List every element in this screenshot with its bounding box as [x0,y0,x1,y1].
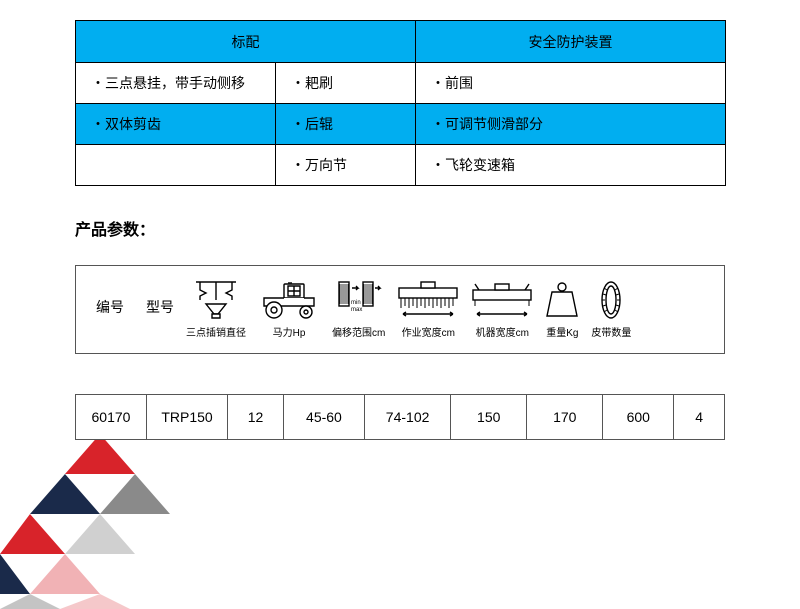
features-cell: 双体剪齿 [76,104,276,145]
col-machinewidth: 机器宽度cm [465,280,539,339]
features-cell: 耙刷 [276,63,416,104]
weight-icon [545,280,579,320]
decor-triangles [0,429,220,609]
svg-text:min: min [351,300,361,306]
col-hitch: 三点插销直径 [180,280,252,339]
features-cell: 后辊 [276,104,416,145]
features-cell: 前围 [416,63,726,104]
data-cell: 74-102 [365,395,451,440]
spec-lead: 编号 型号 [84,297,180,339]
label-offset: 偏移范围cm [332,324,385,339]
features-cell [76,145,276,186]
belt-icon [597,280,625,320]
label-tractor: 马力Hp [273,324,306,339]
data-row: 60170TRP1501245-6074-1021501706004 [76,395,725,440]
section-title: 产品参数： [75,216,725,240]
data-cell: 600 [603,395,674,440]
data-cell: 170 [527,395,603,440]
features-table: 标配 安全防护装置 三点悬挂，带手动侧移耙刷前围双体剪齿后辊可调节侧滑部分万向节… [75,20,726,186]
data-cell: 60170 [76,395,147,440]
lead-model: 型号 [146,297,174,317]
tractor-icon [258,280,320,320]
features-cell: 可调节侧滑部分 [416,104,726,145]
label-machinewidth: 机器宽度cm [476,324,529,339]
col-belt: 皮带数量 [585,280,637,339]
label-hitch: 三点插销直径 [186,324,246,339]
offset-icon: min max [335,280,383,320]
features-cell: 万向节 [276,145,416,186]
col-workwidth: 作业宽度cm [391,280,465,339]
col-weight: 重量Kg [539,280,585,339]
machinewidth-icon [471,280,533,320]
features-header-row: 标配 安全防护装置 [76,21,726,63]
data-cell: 45-60 [283,395,364,440]
workwidth-icon [397,280,459,320]
features-row: 万向节飞轮变速箱 [76,145,726,186]
col-tractor: 马力Hp [252,280,326,339]
lead-number: 编号 [96,297,124,317]
data-cell: 4 [674,395,725,440]
header-standard: 标配 [76,21,416,63]
hitch-icon [192,280,240,320]
spec-header-row: 编号 型号 三点插销直径 [75,265,725,354]
label-weight: 重量Kg [546,324,578,339]
label-belt: 皮带数量 [591,324,631,339]
data-cell: 150 [451,395,527,440]
label-workwidth: 作业宽度cm [402,324,455,339]
features-cell: 三点悬挂，带手动侧移 [76,63,276,104]
features-row: 双体剪齿后辊可调节侧滑部分 [76,104,726,145]
svg-text:max: max [351,307,362,313]
header-safety: 安全防护装置 [416,21,726,63]
features-row: 三点悬挂，带手动侧移耙刷前围 [76,63,726,104]
spec-data-table: 60170TRP1501245-6074-1021501706004 [75,394,725,440]
col-offset: min max 偏移范围cm [326,280,391,339]
data-cell: TRP150 [146,395,227,440]
data-cell: 12 [228,395,284,440]
features-cell: 飞轮变速箱 [416,145,726,186]
